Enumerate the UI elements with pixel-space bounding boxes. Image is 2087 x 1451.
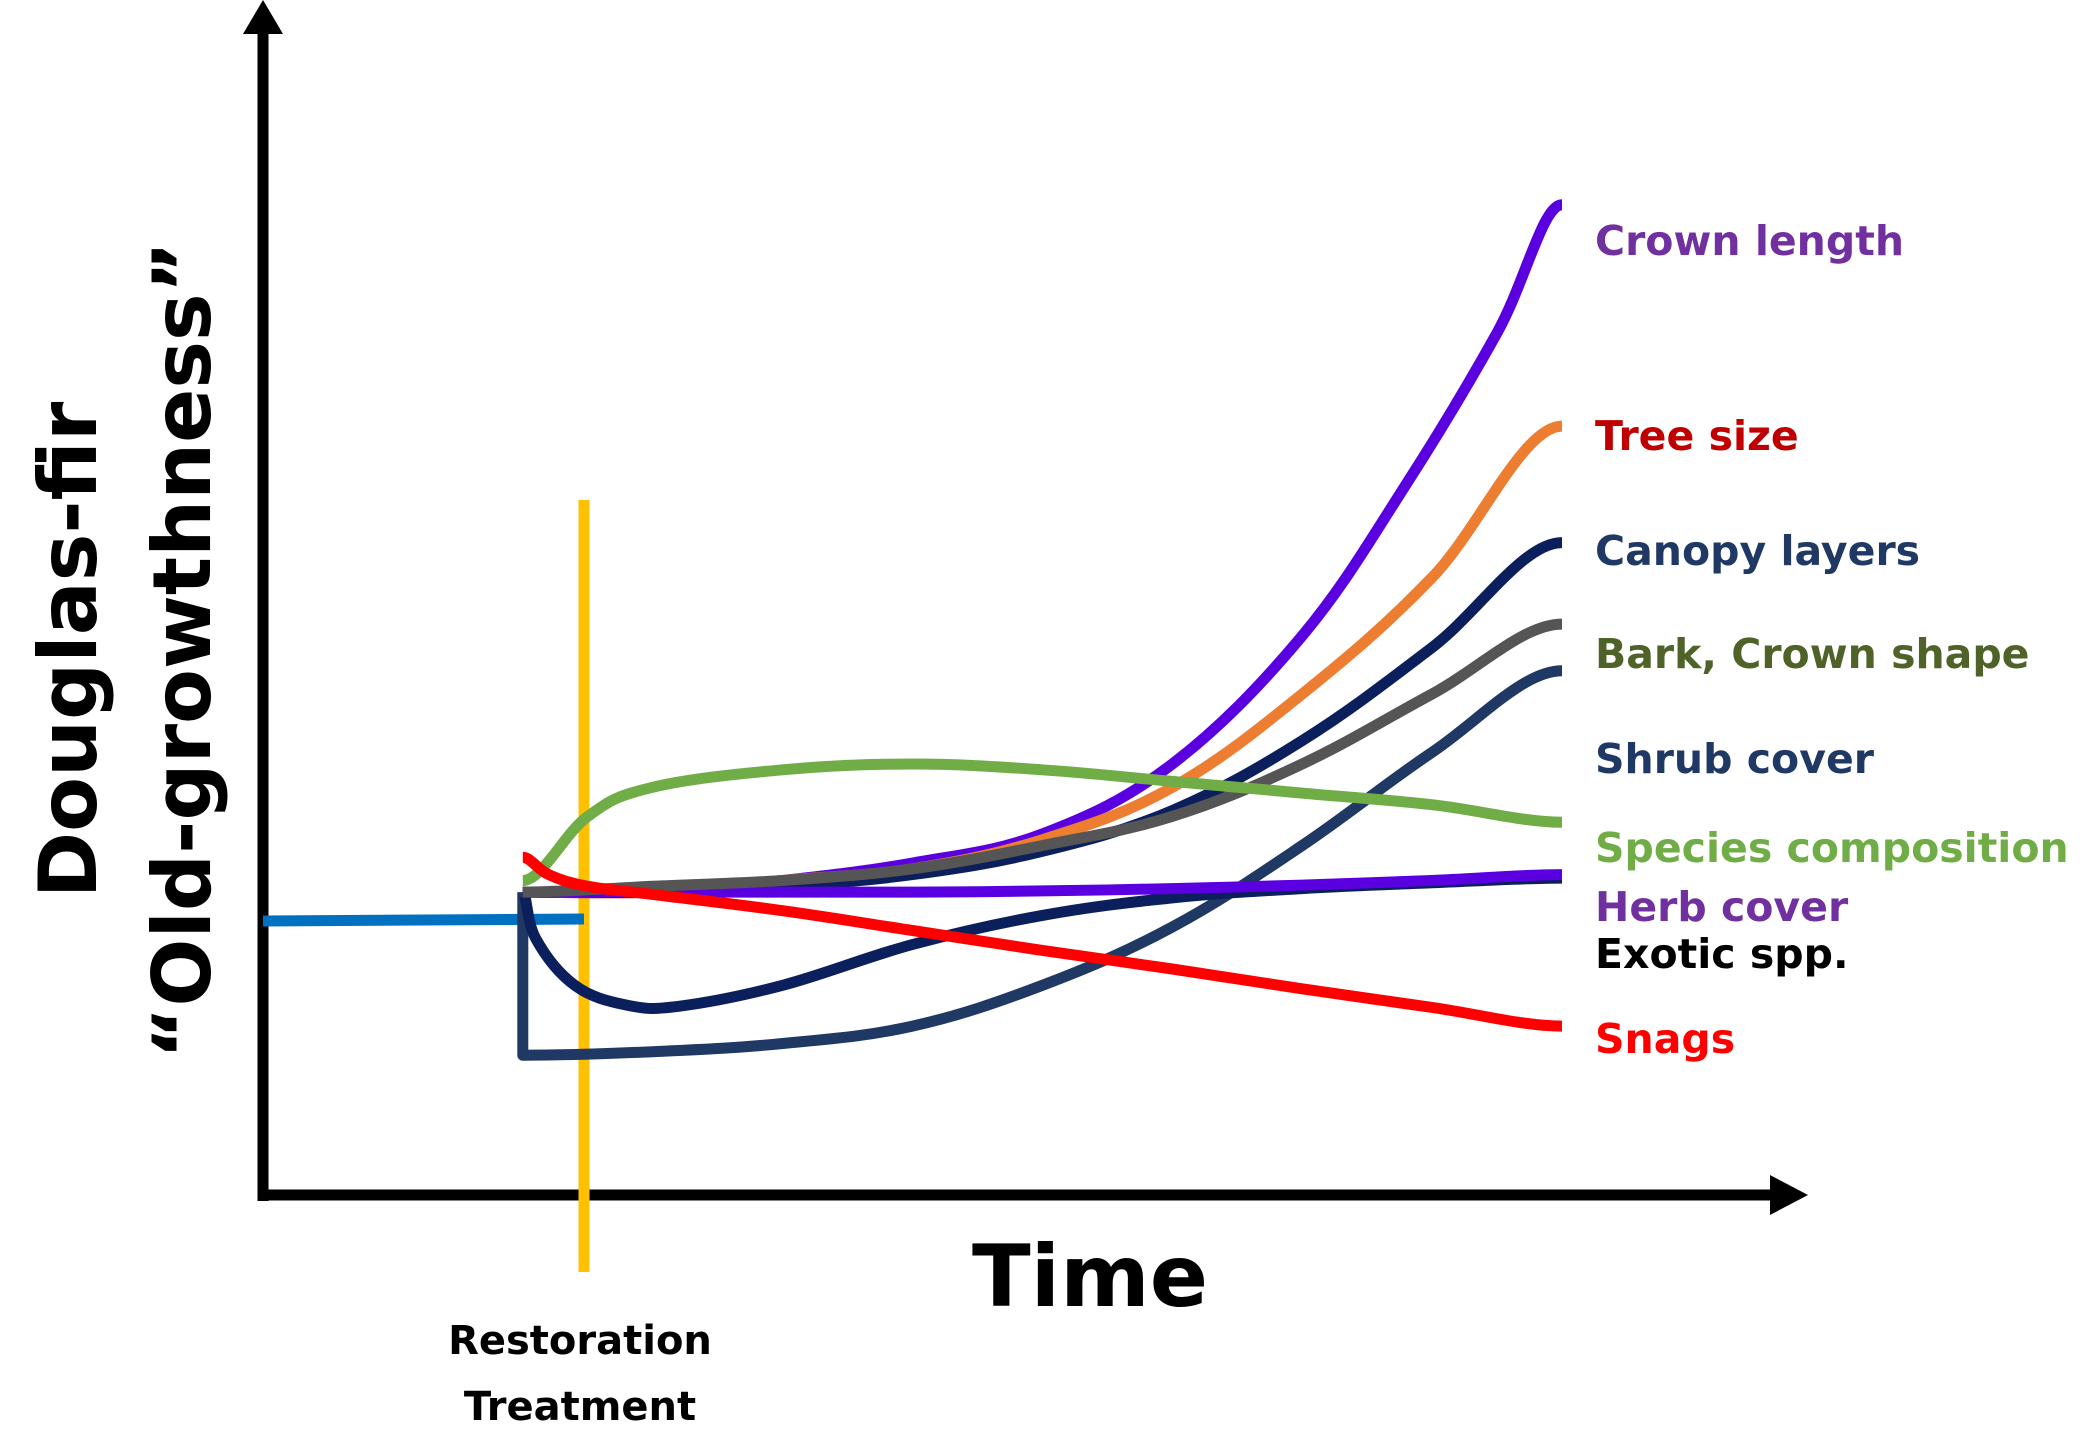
- x-axis-title: Time: [972, 1227, 1208, 1327]
- treatment-label-line2: Treatment: [464, 1384, 696, 1430]
- series-label-exotic-spp: Exotic spp.: [1595, 930, 1849, 978]
- series-line-species-composition: [521, 758, 1563, 886]
- series-line-shrub-cover: [517, 665, 1563, 1061]
- y-axis-title-line2: “Old-growthness”: [136, 241, 229, 1059]
- series-line-snags: [521, 851, 1563, 1032]
- series-label-canopy-layers: Canopy layers: [1595, 527, 1920, 575]
- series-line-herb-cover: [522, 869, 1563, 898]
- series-line-bark-crown-shape: [522, 618, 1563, 898]
- treatment-label-line1: Restoration: [448, 1318, 712, 1364]
- y-axis-title-line1: Douglas-fir: [22, 401, 115, 898]
- series-line-crown-length: [522, 199, 1564, 899]
- series-layer: [517, 199, 1564, 1061]
- series-label-bark-crown-shape: Bark, Crown shape: [1595, 630, 2029, 678]
- baseline-line: [262, 913, 585, 927]
- series-label-herb-cover: Herb cover: [1595, 883, 1849, 931]
- series-label-tree-size: Tree size: [1595, 412, 1799, 460]
- series-label-species-composition: Species composition: [1595, 824, 2069, 872]
- series-labels: Crown length Tree size Canopy layers Bark, …: [1595, 217, 2069, 1063]
- x-axis-arrowhead: [1770, 1175, 1808, 1215]
- y-axis-arrowhead: [243, 0, 283, 34]
- series-label-snags: Snags: [1595, 1015, 1735, 1063]
- series-label-shrub-cover: Shrub cover: [1595, 735, 1875, 783]
- series-label-crown-length: Crown length: [1595, 217, 1904, 265]
- series-line-tree-size: [522, 420, 1563, 899]
